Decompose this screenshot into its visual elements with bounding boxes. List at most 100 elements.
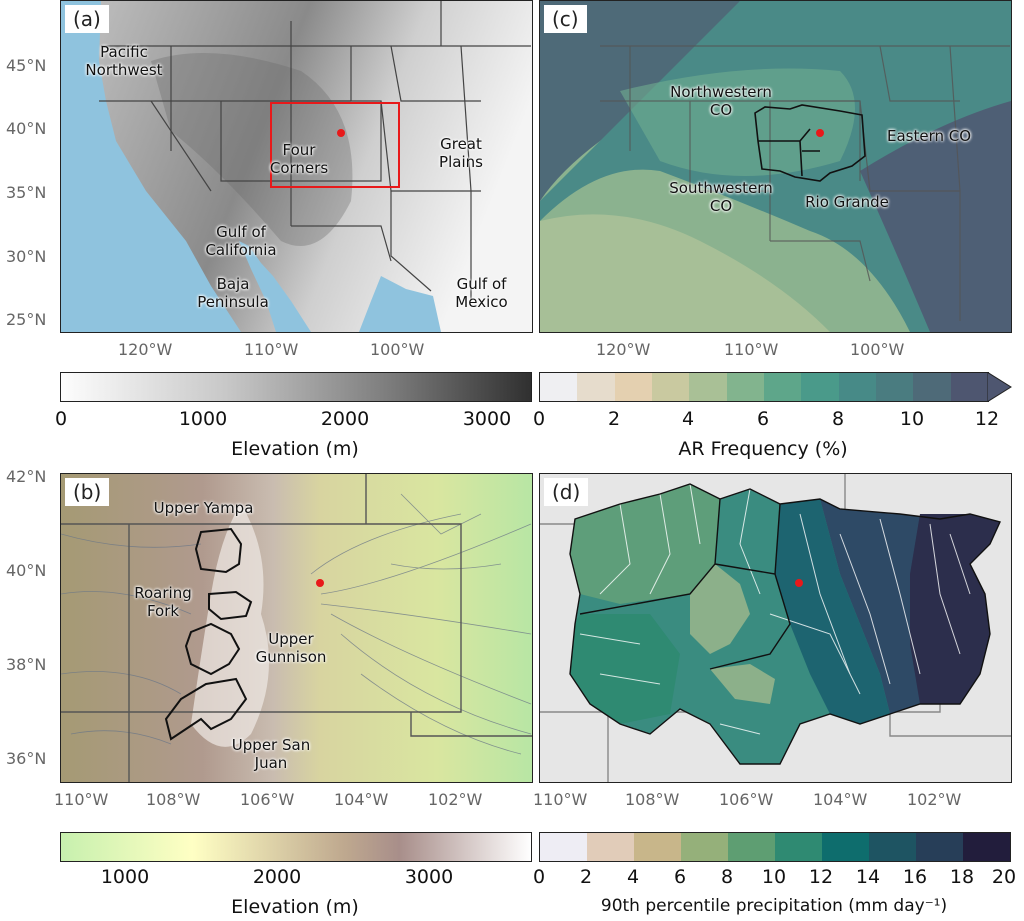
lat-tick-label: 36°N bbox=[6, 749, 47, 768]
state-boundaries bbox=[61, 474, 532, 782]
lat-tick-label: 42°N bbox=[6, 467, 47, 486]
colorbar-tick: 2000 bbox=[252, 866, 302, 888]
basin-upper-san-juan: Upper San Juan bbox=[231, 736, 311, 772]
colorbar-tick: 2 bbox=[579, 866, 593, 888]
colorbar-tick: 10 bbox=[761, 866, 787, 888]
basin-south-central bbox=[710, 664, 775, 704]
colorbar-tick: 0 bbox=[532, 866, 546, 888]
colorbar-bin bbox=[875, 373, 914, 401]
basin-southwest bbox=[570, 614, 680, 724]
colorbar-bin bbox=[614, 373, 652, 401]
colorbar-bin bbox=[689, 373, 727, 401]
lon-tick-label: 110°W bbox=[724, 340, 779, 359]
colorbar-tick: 3000 bbox=[462, 408, 512, 430]
colorbar-tick: 0 bbox=[532, 408, 546, 430]
colorbar-tick: 18 bbox=[949, 866, 975, 888]
location-marker bbox=[316, 579, 324, 587]
colorbar-bin bbox=[726, 373, 764, 401]
elevation-map-west bbox=[61, 1, 532, 332]
region-four-corners: Four Corners bbox=[269, 141, 329, 177]
basin-upper-yampa: Upper Yampa bbox=[153, 499, 254, 517]
ar-contour-low bbox=[540, 214, 830, 332]
colorbar-tick: 14 bbox=[855, 866, 881, 888]
panel-label: (d) bbox=[544, 478, 589, 506]
colorado-elevation-map bbox=[61, 474, 532, 782]
colorbar-bin bbox=[869, 833, 916, 861]
location-marker bbox=[816, 129, 824, 137]
elevation-colorbar-grey bbox=[60, 372, 532, 402]
basin-far-east bbox=[910, 514, 1000, 704]
colorado-subregions bbox=[754, 104, 866, 182]
colorbar-bin bbox=[634, 833, 681, 861]
location-marker bbox=[337, 129, 345, 137]
colorbar-bin bbox=[822, 833, 869, 861]
region-pacific-northwest: Pacific Northwest bbox=[85, 43, 163, 79]
colorbar-tick: 2000 bbox=[320, 408, 370, 430]
lat-tick-label: 25°N bbox=[6, 310, 47, 329]
colorbar-tick: 2 bbox=[607, 408, 621, 430]
colorbar-bin bbox=[838, 373, 876, 401]
colorbar-tick: 10 bbox=[899, 408, 925, 430]
ar-contour-east bbox=[860, 101, 1011, 332]
panel-b-map: (b) Upper Yampa Roaring Fork Upper Gunni… bbox=[60, 473, 533, 783]
lat-tick-label: 40°N bbox=[6, 561, 47, 580]
colorbar-tick: 1000 bbox=[100, 866, 150, 888]
lon-tick-label: 120°W bbox=[118, 340, 173, 359]
colorbar-bin bbox=[775, 833, 822, 861]
lon-tick-label: 110°W bbox=[244, 340, 299, 359]
colorbar-tick: 20 bbox=[991, 866, 1017, 888]
panel-c-map: (c) Northwestern CO Eastern CO Southwest… bbox=[539, 0, 1012, 333]
colorbar-bin bbox=[913, 373, 951, 401]
colorbar-bin bbox=[950, 373, 988, 401]
panel-label: (b) bbox=[65, 478, 110, 506]
region-rio-grande: Rio Grande bbox=[805, 193, 889, 211]
basin-upper-gunnison: Upper Gunnison bbox=[255, 630, 327, 666]
elevation-colorbar-terrain bbox=[60, 832, 532, 862]
lon-tick-label: 102°W bbox=[428, 790, 483, 809]
colorbar-tick: 8 bbox=[720, 866, 734, 888]
lon-tick-label: 104°W bbox=[813, 790, 868, 809]
state-boundaries bbox=[99, 1, 531, 301]
lon-tick-label: 102°W bbox=[907, 790, 962, 809]
panel-label: (a) bbox=[65, 5, 109, 33]
panel-a-map: (a) Pacific Northwest Four Corners Great… bbox=[60, 0, 533, 333]
colorbar-tick: 16 bbox=[902, 866, 928, 888]
colorbar-tick: 4 bbox=[626, 866, 640, 888]
colorbar-bin bbox=[916, 833, 963, 861]
lon-tick-label: 106°W bbox=[240, 790, 295, 809]
colorbar-bin bbox=[963, 833, 1010, 861]
lon-tick-label: 104°W bbox=[334, 790, 389, 809]
location-marker bbox=[795, 579, 803, 587]
colorbar-bin bbox=[728, 833, 775, 861]
lon-tick-label: 106°W bbox=[719, 790, 774, 809]
colorbar-tick: 8 bbox=[831, 408, 845, 430]
ar-frequency-map bbox=[540, 1, 1011, 332]
region-gulf-of-california: Gulf of California bbox=[205, 223, 277, 259]
colorbar-tick: 12 bbox=[808, 866, 834, 888]
colorbar-tick: 6 bbox=[756, 408, 770, 430]
four-corners-box bbox=[270, 102, 400, 188]
colorbar-bin bbox=[540, 373, 578, 401]
colorbar-extend-arrow bbox=[987, 372, 1012, 402]
lon-tick-label: 100°W bbox=[850, 340, 905, 359]
basin-roaring-fork: Roaring Fork bbox=[134, 584, 192, 620]
lon-tick-label: 120°W bbox=[596, 340, 651, 359]
colorbar-bin bbox=[587, 833, 634, 861]
lon-tick-label: 108°W bbox=[625, 790, 680, 809]
colorbar-tick: 12 bbox=[974, 408, 1000, 430]
basin-boundaries bbox=[579, 483, 971, 735]
region-gulf-of-mexico: Gulf of Mexico bbox=[455, 275, 508, 311]
colorbar-tick: 4 bbox=[681, 408, 695, 430]
river-network bbox=[61, 493, 532, 755]
major-basin-outlines bbox=[569, 483, 1001, 765]
region-northwestern-co: Northwestern CO bbox=[670, 83, 772, 119]
colorbar-tick: 1000 bbox=[178, 408, 228, 430]
land-mass bbox=[99, 1, 532, 332]
ar-frequency-colorbar bbox=[539, 372, 989, 402]
lat-tick-label: 45°N bbox=[6, 56, 47, 75]
lon-tick-label: 110°W bbox=[533, 790, 588, 809]
lat-tick-label: 35°N bbox=[6, 183, 47, 202]
lon-tick-label: 100°W bbox=[370, 340, 425, 359]
basin-west-band bbox=[570, 484, 720, 604]
colorbar-bin bbox=[681, 833, 728, 861]
